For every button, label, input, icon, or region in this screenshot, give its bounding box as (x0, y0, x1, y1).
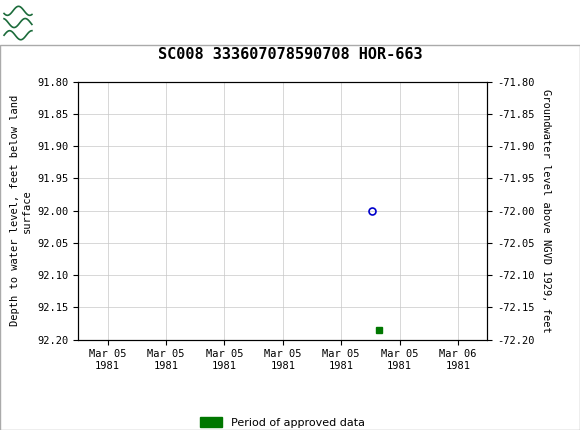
Legend: Period of approved data: Period of approved data (196, 413, 370, 430)
FancyBboxPatch shape (3, 2, 70, 43)
Text: SC008 333607078590708 HOR-663: SC008 333607078590708 HOR-663 (158, 47, 422, 62)
Y-axis label: Depth to water level, feet below land
surface: Depth to water level, feet below land su… (10, 95, 32, 326)
Y-axis label: Groundwater level above NGVD 1929, feet: Groundwater level above NGVD 1929, feet (541, 89, 551, 332)
Text: USGS: USGS (38, 14, 93, 31)
